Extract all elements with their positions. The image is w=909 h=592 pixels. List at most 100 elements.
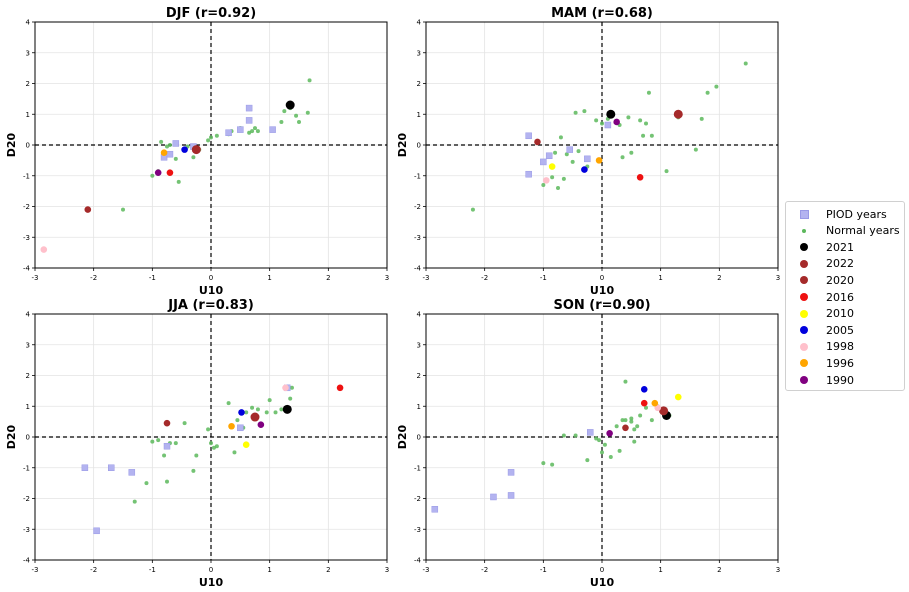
legend-label: 2022 bbox=[826, 257, 854, 271]
normal-year-point bbox=[594, 436, 599, 441]
piod-year-point bbox=[225, 129, 232, 136]
normal-year-point bbox=[705, 90, 710, 95]
normal-year-point bbox=[644, 405, 648, 410]
normal-year-point bbox=[211, 445, 216, 450]
normal-year-point bbox=[570, 159, 575, 164]
normal-year-point bbox=[176, 179, 181, 184]
year-point-1990 bbox=[257, 421, 265, 429]
normal-year-point bbox=[649, 133, 654, 138]
panel-title: JJA (r=0.83) bbox=[167, 298, 254, 313]
normal-year-point bbox=[632, 439, 637, 444]
x-tick-label: -2 bbox=[90, 274, 97, 282]
x-axis-label: U10 bbox=[590, 284, 615, 297]
normal-year-point bbox=[214, 133, 219, 138]
x-axis-label: U10 bbox=[199, 284, 224, 297]
normal-year-point bbox=[614, 424, 619, 429]
year-point-2016 bbox=[636, 173, 644, 181]
legend-marker bbox=[792, 224, 816, 238]
normal-year-point bbox=[617, 448, 622, 453]
normal-year-point bbox=[556, 186, 560, 191]
normal-year-point bbox=[279, 407, 284, 412]
y-tick-label: -4 bbox=[23, 265, 31, 273]
normal-year-point bbox=[561, 176, 566, 181]
x-tick-label: -2 bbox=[90, 566, 97, 574]
piod-year-point bbox=[93, 527, 100, 535]
normal-year-point bbox=[165, 479, 169, 484]
normal-year-point bbox=[209, 441, 213, 446]
y-tick-label: 3 bbox=[26, 341, 30, 349]
y-tick-label: 4 bbox=[417, 311, 422, 319]
x-tick-label: 3 bbox=[776, 566, 780, 574]
legend-label: 2016 bbox=[826, 290, 854, 304]
normal-year-point bbox=[209, 135, 213, 140]
normal-year-point bbox=[553, 150, 558, 155]
normal-year-point bbox=[305, 110, 310, 115]
y-tick-label: 1 bbox=[26, 111, 30, 119]
legend-label: 2010 bbox=[826, 307, 854, 321]
y-tick-label: -4 bbox=[23, 557, 31, 565]
x-tick-label: 0 bbox=[600, 274, 604, 282]
year-point-2020 bbox=[534, 138, 541, 146]
y-tick-label: 4 bbox=[417, 19, 422, 27]
year-point-2022 bbox=[191, 145, 201, 155]
normal-year-point bbox=[626, 115, 631, 120]
year-point-2022 bbox=[250, 412, 260, 422]
piod-year-point bbox=[128, 469, 136, 476]
normal-year-point bbox=[264, 410, 269, 415]
year-point-2016 bbox=[166, 169, 174, 176]
normal-year-point bbox=[273, 410, 278, 415]
y-tick-label: -4 bbox=[414, 265, 422, 273]
x-tick-label: 0 bbox=[209, 274, 213, 282]
normal-year-point bbox=[162, 453, 167, 458]
year-point-2020 bbox=[163, 419, 171, 427]
legend-item: 1998 bbox=[792, 339, 854, 355]
normal-year-point bbox=[214, 444, 219, 449]
normal-year-point bbox=[144, 481, 149, 486]
legend-marker bbox=[792, 307, 816, 321]
legend-item: PIOD years bbox=[792, 206, 887, 222]
normal-year-point bbox=[235, 418, 240, 423]
normal-year-point bbox=[576, 149, 581, 154]
y-tick-label: 2 bbox=[417, 372, 421, 380]
normal-year-point bbox=[250, 129, 255, 134]
year-point-1996 bbox=[228, 422, 235, 430]
normal-year-point bbox=[150, 439, 155, 444]
normal-year-point bbox=[206, 427, 211, 432]
piod-year-point bbox=[525, 132, 532, 140]
year-point-1996 bbox=[160, 149, 168, 156]
piod-year-point bbox=[163, 442, 171, 450]
year-point-2005 bbox=[640, 386, 648, 393]
normal-year-point bbox=[288, 396, 293, 401]
normal-year-point bbox=[550, 175, 555, 180]
y-tick-label: 0 bbox=[417, 434, 421, 442]
year-point-1996 bbox=[651, 399, 659, 407]
piod-year-point bbox=[237, 126, 244, 133]
normal-year-point bbox=[173, 156, 178, 161]
y-tick-label: 4 bbox=[26, 19, 31, 27]
y-tick-label: 3 bbox=[26, 49, 30, 57]
x-axis-label: U10 bbox=[590, 576, 615, 589]
normal-year-point bbox=[623, 418, 628, 423]
y-tick-label: 3 bbox=[417, 49, 421, 57]
normal-year-point bbox=[297, 119, 301, 124]
normal-year-point bbox=[635, 424, 640, 429]
legend-label: Normal years bbox=[826, 224, 900, 238]
normal-year-point bbox=[244, 410, 249, 415]
y-tick-label: 1 bbox=[417, 403, 421, 411]
normal-year-point bbox=[602, 442, 607, 447]
piod-year-point bbox=[545, 152, 553, 160]
year-point-2005 bbox=[238, 409, 245, 416]
year-point-2010 bbox=[548, 163, 556, 170]
piod-year-point bbox=[566, 146, 573, 153]
y-tick-label: 0 bbox=[26, 434, 30, 442]
year-point-2010 bbox=[674, 393, 682, 401]
normal-year-point bbox=[279, 119, 284, 124]
legend-item: 1996 bbox=[792, 355, 854, 371]
normal-year-point bbox=[159, 139, 164, 144]
legend-item: 2005 bbox=[792, 322, 854, 338]
normal-year-point bbox=[191, 468, 196, 473]
normal-year-point bbox=[232, 450, 237, 455]
normal-year-point bbox=[649, 418, 654, 423]
panel-title: SON (r=0.90) bbox=[553, 298, 650, 313]
legend-item: 2021 bbox=[792, 239, 854, 255]
